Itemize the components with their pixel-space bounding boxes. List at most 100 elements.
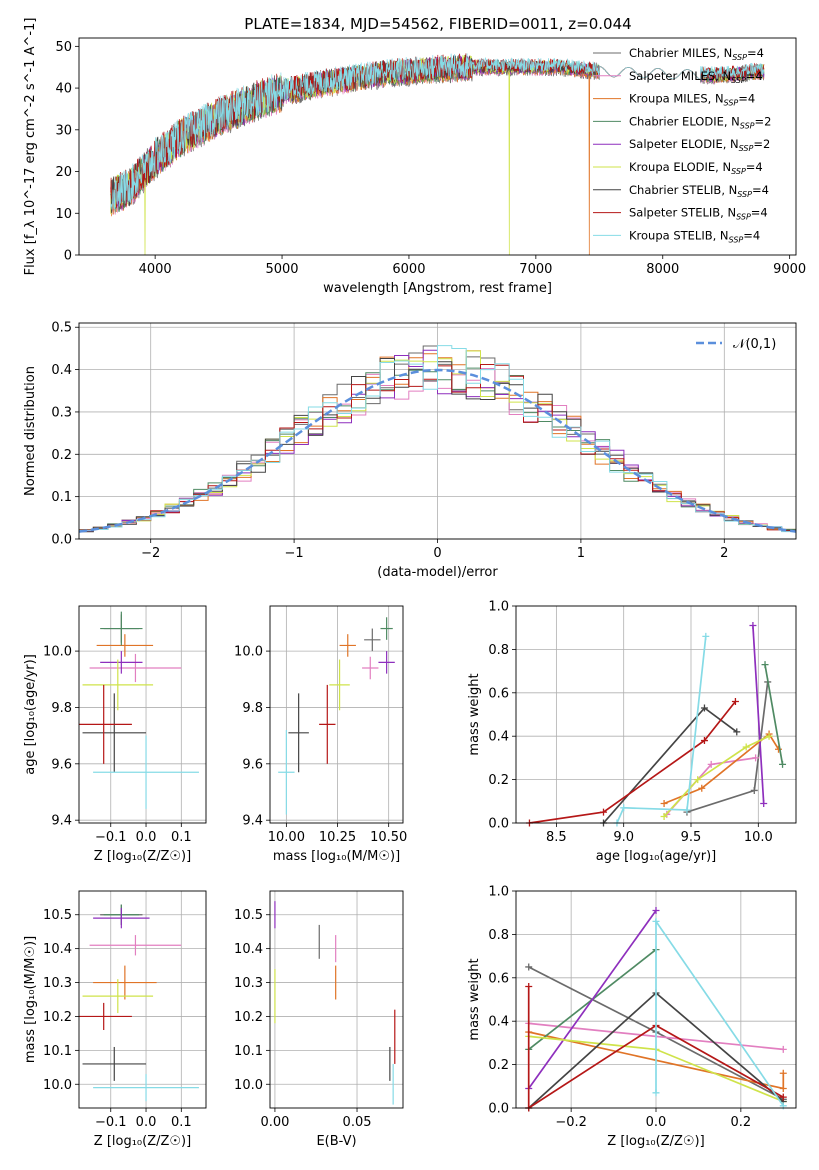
y-tick-label: 10.0 [43, 645, 72, 660]
y-tick-label: 10.3 [43, 976, 72, 991]
y-tick-label: 10.1 [43, 1044, 72, 1059]
plus-marker [525, 963, 533, 971]
legend-label: Chabrier STELIB, NSSP=4 [629, 183, 769, 199]
error-bar-point [82, 659, 154, 711]
plus-marker [525, 982, 533, 990]
normal-curve [79, 368, 796, 533]
y-tick-label: 50 [55, 40, 72, 55]
x-tick-label: 7000 [519, 262, 552, 277]
axes-frame [78, 322, 797, 540]
x-tick-label: 4000 [139, 262, 172, 277]
error-bar-point [82, 1046, 147, 1081]
y-tick-label: 0.8 [488, 928, 509, 943]
y-tick-label: 10.5 [43, 908, 72, 923]
x-tick-label: −2 [141, 546, 160, 561]
y-tick-label: 10.2 [43, 1010, 72, 1025]
panel-age-vs-Z: −0.1 0.0 0.1 9.4 9.6 9.8 10.0 Z [log₁₀(Z/Z☉)] ag… [23, 605, 207, 864]
x-tick-label: 0 [433, 546, 441, 561]
y-tick-label: 10 [55, 207, 72, 222]
plus-marker [760, 799, 768, 807]
error-bar-point [79, 1002, 132, 1031]
error-bar-point [319, 684, 336, 764]
panel-age-vs-mass: 10.00 10.25 10.50 9.4 9.6 9.8 10.0 mass [log₁₀(… [234, 605, 407, 864]
y-tick-label: 0.1 [51, 490, 72, 505]
plus-marker [779, 1093, 787, 1101]
error-bar-point [96, 634, 154, 657]
y-tick-label: 0.2 [488, 1058, 509, 1073]
plus-marker [660, 799, 668, 807]
series-line [655, 918, 784, 1107]
series-line [663, 735, 770, 818]
y-tick-label: 20 [55, 165, 72, 180]
y-tick-label: 0.6 [488, 686, 509, 701]
series-line [764, 664, 784, 765]
y-tick-label: 9.6 [51, 757, 72, 772]
y-tick-label: 0 [64, 249, 72, 264]
axes-frame [78, 37, 797, 256]
panel-mass-vs-Z: −0.1 0.0 0.1 10.0 10.1 10.2 10.3 10.4 10.5 Z [log… [23, 890, 207, 1149]
legend: Chabrier MILES, NSSP=4 Salpeter MILES, NS… [593, 46, 771, 244]
error-bar-point [82, 979, 154, 1014]
x-tick-label: 9000 [773, 262, 806, 277]
legend-label: Salpeter ELODIE, NSSP=2 [629, 137, 770, 153]
x-tick-label: 10.25 [319, 830, 356, 845]
axes-frame [78, 605, 207, 824]
legend-label: Kroupa ELODIE, NSSP=4 [629, 160, 763, 176]
error-bar-point [93, 1074, 199, 1102]
y-tick-label: 0.8 [488, 643, 509, 658]
x-axis-label: Z [log₁₀(Z/Z☉)] [94, 849, 191, 864]
x-tick-label: 0.00 [260, 1115, 289, 1130]
error-bar-point [100, 651, 143, 674]
y-tick-label: 10.4 [43, 942, 72, 957]
axes-frame [78, 890, 207, 1109]
y-tick-label: 9.4 [51, 814, 72, 829]
plus-marker [652, 907, 660, 915]
y-tick-label: 10.0 [43, 1078, 72, 1093]
y-tick-label: 10.4 [234, 942, 263, 957]
x-tick-label: 0.05 [343, 1115, 372, 1130]
error-bar-point [93, 907, 150, 929]
y-tick-label: 10.0 [234, 645, 263, 660]
plus-marker [752, 754, 760, 762]
x-tick-label: 10.50 [370, 830, 407, 845]
y-tick-label: 0.0 [488, 817, 509, 832]
y-axis-label: mass weight [467, 958, 482, 1040]
panel-spectrum: 4000 5000 6000 7000 8000 9000 0 10 20 30 40 50 wavel… [23, 18, 806, 296]
series-line [528, 910, 657, 1089]
plus-marker [652, 917, 660, 925]
axes-frame [515, 890, 797, 1109]
y-tick-label: 0.3 [51, 405, 72, 420]
x-tick-label: 0.0 [646, 1115, 667, 1130]
panel-massweight-vs-age: 8.5 9.0 9.5 10.0 0.0 0.2 0.4 0.6 0.8 1.0 age [log₁… [467, 600, 797, 864]
plus-marker [761, 661, 769, 669]
spectrum-line [110, 53, 765, 210]
plus-marker [702, 632, 710, 640]
error-bar-point [288, 693, 309, 773]
plus-marker [698, 784, 706, 792]
x-tick-label: −1 [285, 546, 304, 561]
plus-marker [750, 786, 758, 794]
plus-marker [733, 728, 741, 736]
y-axis-label: Normed distribution [23, 366, 38, 496]
error-bar-point [82, 693, 147, 773]
x-tick-label: 0.1 [171, 830, 192, 845]
x-tick-label: −0.1 [95, 1115, 127, 1130]
y-tick-label: 0.2 [488, 773, 509, 788]
plus-marker [749, 622, 757, 630]
y-tick-label: 10.0 [234, 1078, 263, 1093]
x-tick-label: 5000 [265, 262, 298, 277]
error-bar-point [93, 735, 199, 809]
error-bar-point [362, 656, 379, 680]
y-tick-label: 10.3 [234, 976, 263, 991]
y-tick-label: 0.0 [51, 533, 72, 548]
plus-marker [742, 743, 750, 751]
y-tick-label: 30 [55, 123, 72, 138]
plus-marker [731, 697, 739, 705]
x-tick-label: 6000 [392, 262, 425, 277]
legend-label: Kroupa MILES, NSSP=4 [629, 92, 755, 108]
y-tick-label: 9.6 [242, 757, 263, 772]
plus-marker [765, 732, 773, 740]
y-tick-label: 1.0 [488, 885, 509, 900]
error-bar-point [89, 653, 182, 683]
plus-marker [600, 808, 607, 816]
